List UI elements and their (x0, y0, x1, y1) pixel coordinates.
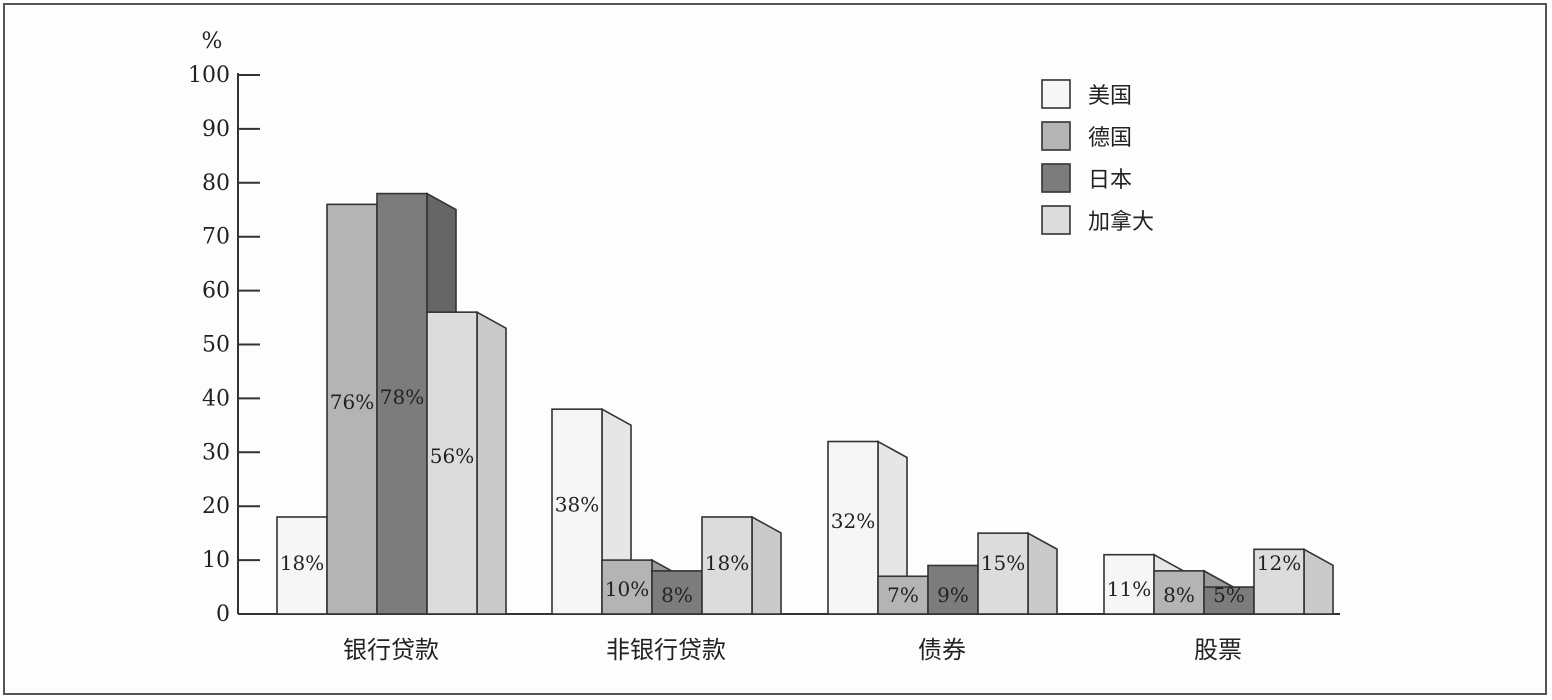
data-label: 11% (1107, 577, 1151, 601)
data-label: 38% (555, 493, 599, 517)
data-label: 56% (430, 444, 474, 468)
data-label: 15% (981, 551, 1025, 575)
y-unit-label: % (202, 29, 223, 54)
bar (701, 516, 753, 615)
legend-swatch (1041, 205, 1071, 235)
data-label: 10% (605, 577, 649, 601)
bar (1153, 570, 1205, 615)
bar-side-face (476, 310, 507, 615)
x-category-label: 非银行贷款 (606, 636, 726, 664)
x-category-label: 银行贷款 (343, 636, 439, 664)
y-tick-label: 20 (202, 494, 230, 519)
bar (426, 311, 478, 615)
y-tick-label: 40 (202, 386, 230, 411)
data-label: 18% (705, 551, 749, 575)
bar (877, 575, 929, 615)
bar (276, 516, 328, 615)
bar-side-face (751, 515, 782, 615)
legend-swatch (1041, 163, 1071, 193)
bar (977, 532, 1029, 615)
y-tick-label: 70 (202, 225, 230, 250)
bar (827, 440, 879, 615)
data-label: 8% (661, 583, 693, 607)
y-tick-label: 10 (202, 548, 230, 573)
y-tick-label: 90 (202, 117, 230, 142)
bar (601, 559, 653, 615)
legend-swatch (1041, 121, 1071, 151)
y-tick-label: 80 (202, 171, 230, 196)
bar-side-face (1303, 547, 1334, 615)
bar (551, 408, 603, 615)
y-tick-label: 100 (188, 63, 230, 88)
bar (1253, 548, 1305, 615)
y-tick-label: 0 (216, 602, 230, 627)
data-label: 7% (887, 583, 919, 607)
data-label: 8% (1163, 583, 1195, 607)
data-label: 12% (1257, 551, 1301, 575)
bar (651, 570, 703, 615)
bar (1103, 553, 1155, 615)
legend-label: 日本 (1088, 168, 1132, 193)
legend-label: 美国 (1088, 84, 1132, 109)
y-tick-label: 60 (202, 279, 230, 304)
data-label: 32% (831, 509, 875, 533)
data-label: 18% (280, 551, 324, 575)
data-label: 9% (937, 583, 969, 607)
legend-swatch (1041, 79, 1071, 109)
data-label: 76% (330, 390, 374, 414)
data-label: 78% (380, 385, 424, 409)
y-tick-label: 30 (202, 440, 230, 465)
bar-side-face (1027, 531, 1058, 615)
y-tick-label: 50 (202, 333, 230, 358)
legend-label: 德国 (1088, 126, 1132, 151)
x-category-label: 股票 (1194, 636, 1242, 664)
bar (376, 192, 428, 615)
legend-label: 加拿大 (1088, 209, 1154, 235)
x-category-label: 债券 (918, 636, 966, 664)
data-label: 5% (1213, 583, 1245, 607)
